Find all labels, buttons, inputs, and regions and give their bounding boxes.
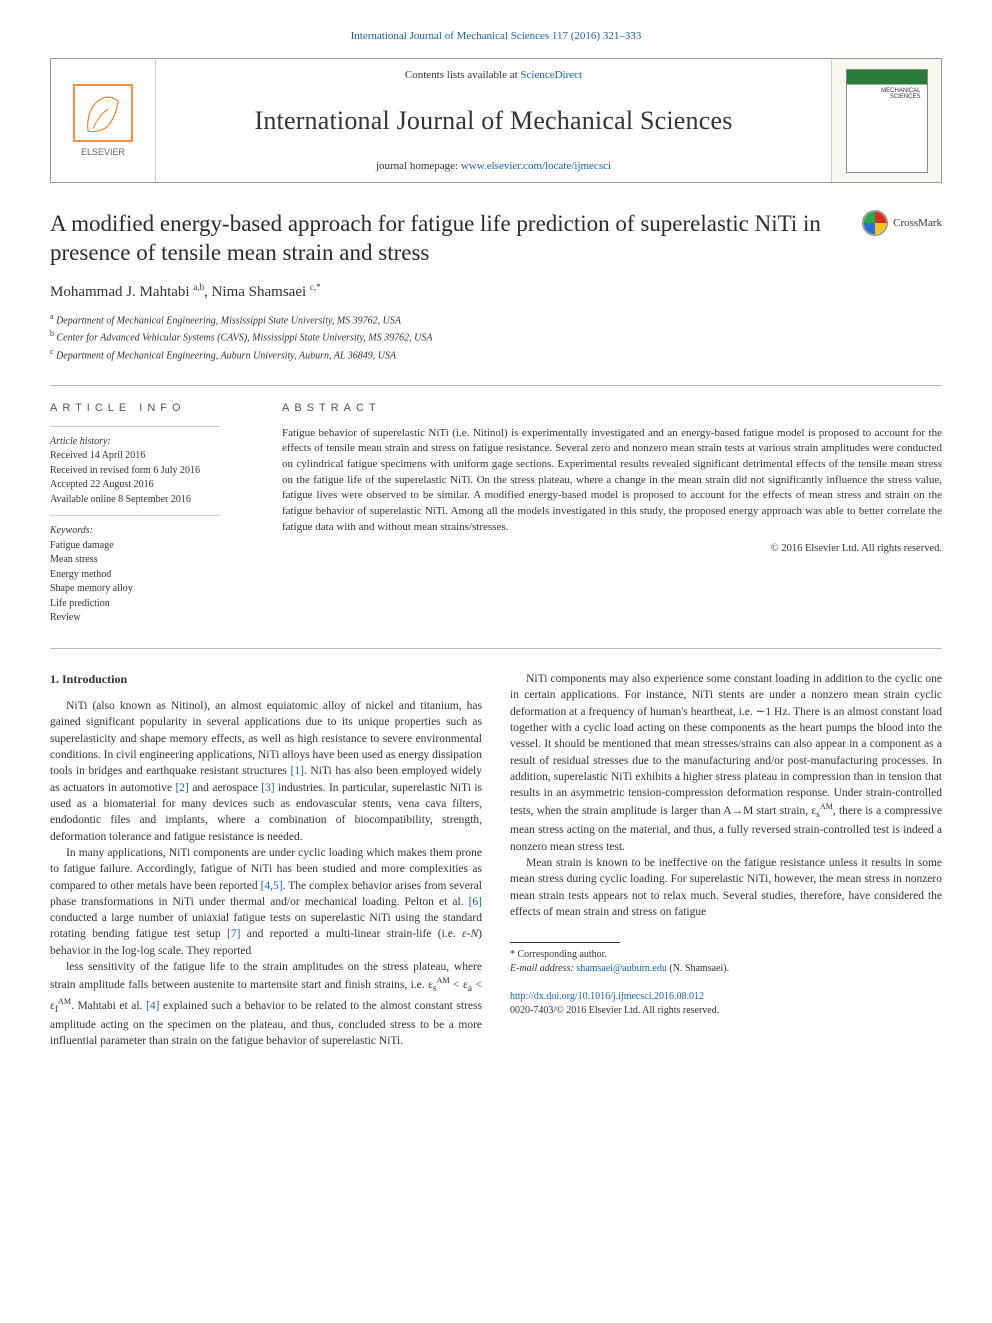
email-author: (N. Shamsaei).: [667, 963, 729, 974]
article-title: A modified energy-based approach for fat…: [50, 209, 847, 268]
email-link[interactable]: shamsaei@auburn.edu: [576, 963, 667, 974]
publisher-logo: ELSEVIER: [51, 59, 156, 182]
footer-meta: http://dx.doi.org/10.1016/j.ijmecsci.201…: [510, 990, 942, 1018]
keyword-line: Life prediction: [50, 597, 250, 612]
reference-link[interactable]: [4,5]: [261, 880, 283, 892]
sciencedirect-link[interactable]: ScienceDirect: [520, 69, 582, 81]
elsevier-logo-icon: ELSEVIER: [68, 81, 138, 161]
keyword-line: Mean stress: [50, 553, 250, 568]
history-line: Accepted 22 August 2016: [50, 478, 250, 493]
affiliation-line: b Center for Advanced Vehicular Systems …: [50, 328, 942, 345]
crossmark-label: CrossMark: [893, 217, 942, 229]
affiliations: a Department of Mechanical Engineering, …: [50, 311, 942, 363]
homepage-prefix: journal homepage:: [376, 160, 461, 172]
citation-header-link[interactable]: International Journal of Mechanical Scie…: [351, 30, 642, 42]
journal-cover-thumb: [831, 59, 941, 182]
homepage-link[interactable]: www.elsevier.com/locate/ijmecsci: [461, 160, 611, 172]
authors-line: Mohammad J. Mahtabi a,b, Nima Shamsaei c…: [50, 282, 942, 301]
keyword-line: Energy method: [50, 568, 250, 583]
section-heading-introduction: 1. Introduction: [50, 671, 482, 688]
email-label: E-mail address:: [510, 963, 576, 974]
body-paragraph: In many applications, NiTi components ar…: [50, 845, 482, 959]
body-paragraph: NiTi (also known as Nitinol), an almost …: [50, 698, 482, 845]
keyword-line: Fatigue damage: [50, 539, 250, 554]
article-info-block: Article history: Received 14 April 2016R…: [50, 426, 250, 626]
contents-prefix: Contents lists available at: [405, 69, 520, 81]
history-line: Received in revised form 6 July 2016: [50, 464, 250, 479]
abstract-copyright: © 2016 Elsevier Ltd. All rights reserved…: [282, 543, 942, 554]
reference-link[interactable]: [4]: [146, 1000, 159, 1012]
reference-link[interactable]: [6]: [469, 896, 482, 908]
crossmark-icon: [861, 209, 889, 237]
journal-name: International Journal of Mechanical Scie…: [172, 106, 815, 136]
affiliation-line: a Department of Mechanical Engineering, …: [50, 311, 942, 328]
doi-link[interactable]: http://dx.doi.org/10.1016/j.ijmecsci.201…: [510, 991, 704, 1002]
body-paragraph: less sensitivity of the fatigue life to …: [50, 959, 482, 1049]
crossmark-badge[interactable]: CrossMark: [861, 209, 942, 237]
affiliation-line: c Department of Mechanical Engineering, …: [50, 346, 942, 363]
reference-link[interactable]: [3]: [261, 782, 274, 794]
keyword-line: Shape memory alloy: [50, 582, 250, 597]
corresponding-author-note: * Corresponding author.: [510, 948, 942, 962]
divider: [50, 385, 942, 386]
article-info-heading: ARTICLE INFO: [50, 402, 250, 414]
elsevier-text: ELSEVIER: [81, 147, 126, 157]
issn-copyright: 0020-7403/© 2016 Elsevier Ltd. All right…: [510, 1004, 942, 1018]
keywords-label: Keywords:: [50, 524, 250, 539]
abstract-heading: ABSTRACT: [282, 402, 942, 414]
reference-link[interactable]: [7]: [227, 928, 240, 940]
divider: [50, 648, 942, 649]
reference-link[interactable]: [2]: [175, 782, 188, 794]
footnotes: * Corresponding author. E-mail address: …: [510, 942, 942, 976]
history-line: Available online 8 September 2016: [50, 493, 250, 508]
history-label: Article history:: [50, 435, 250, 450]
keyword-line: Review: [50, 611, 250, 626]
body-paragraph: NiTi components may also experience some…: [510, 671, 942, 855]
body-paragraph: Mean strain is known to be ineffective o…: [510, 855, 942, 920]
reference-link[interactable]: [1]: [291, 765, 304, 777]
history-line: Received 14 April 2016: [50, 449, 250, 464]
journal-masthead: ELSEVIER Contents lists available at Sci…: [50, 58, 942, 183]
abstract-text: Fatigue behavior of superelastic NiTi (i…: [282, 426, 942, 535]
